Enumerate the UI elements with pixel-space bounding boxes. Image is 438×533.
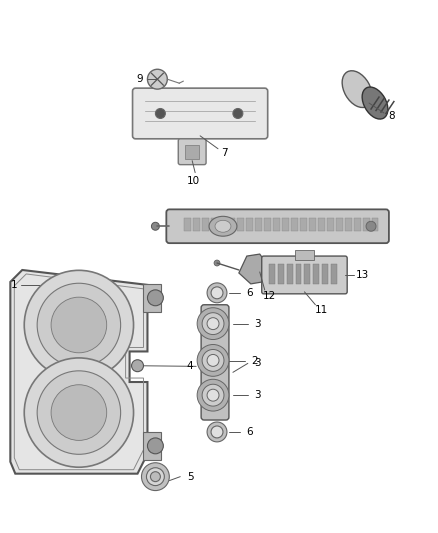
FancyBboxPatch shape — [178, 139, 206, 165]
Circle shape — [37, 371, 120, 454]
Circle shape — [207, 318, 219, 329]
Polygon shape — [11, 270, 148, 474]
Bar — [300, 219, 307, 231]
Bar — [278, 264, 283, 284]
Circle shape — [141, 463, 170, 490]
FancyBboxPatch shape — [166, 209, 389, 243]
Bar — [363, 219, 370, 231]
Circle shape — [197, 379, 229, 411]
Text: 3: 3 — [254, 390, 261, 400]
Circle shape — [233, 109, 243, 118]
Bar — [353, 219, 360, 231]
Bar — [268, 264, 275, 284]
Text: 3: 3 — [254, 319, 261, 329]
Bar — [345, 219, 352, 231]
Bar — [255, 219, 262, 231]
Bar — [304, 264, 311, 284]
Text: 12: 12 — [263, 291, 276, 301]
FancyBboxPatch shape — [201, 305, 229, 420]
Circle shape — [148, 438, 163, 454]
Bar — [237, 219, 244, 231]
Circle shape — [24, 358, 134, 467]
Bar — [371, 219, 378, 231]
Circle shape — [155, 109, 165, 118]
Bar — [309, 219, 316, 231]
Circle shape — [214, 260, 220, 266]
Circle shape — [207, 354, 219, 366]
Bar — [286, 264, 293, 284]
Circle shape — [37, 283, 120, 367]
Bar — [294, 250, 314, 260]
Bar — [264, 219, 271, 231]
Text: 3: 3 — [254, 358, 261, 368]
Text: 4: 4 — [187, 361, 194, 372]
Bar — [184, 219, 191, 231]
Circle shape — [207, 422, 227, 442]
Circle shape — [211, 287, 223, 299]
Circle shape — [366, 221, 376, 231]
Text: 7: 7 — [221, 148, 227, 158]
Bar — [229, 219, 235, 231]
Circle shape — [207, 283, 227, 303]
Bar — [322, 264, 328, 284]
Bar — [331, 264, 337, 284]
Circle shape — [51, 385, 107, 440]
Circle shape — [150, 472, 160, 482]
Text: 6: 6 — [247, 288, 253, 298]
Bar — [193, 219, 200, 231]
Ellipse shape — [362, 87, 388, 119]
Circle shape — [51, 297, 107, 353]
Ellipse shape — [342, 71, 372, 108]
Circle shape — [202, 350, 224, 372]
Bar — [282, 219, 289, 231]
Bar — [273, 219, 280, 231]
Bar — [201, 219, 208, 231]
Circle shape — [202, 313, 224, 335]
Text: 9: 9 — [136, 74, 143, 84]
Circle shape — [197, 308, 229, 340]
Circle shape — [148, 69, 167, 89]
Bar — [144, 432, 161, 460]
Text: 10: 10 — [187, 175, 200, 185]
Bar — [336, 219, 343, 231]
Circle shape — [207, 389, 219, 401]
Text: 8: 8 — [389, 111, 395, 121]
Bar — [144, 284, 161, 312]
Bar — [219, 219, 226, 231]
Ellipse shape — [215, 220, 231, 232]
Text: 5: 5 — [187, 472, 194, 482]
Bar — [291, 219, 298, 231]
Polygon shape — [239, 254, 268, 284]
Bar — [314, 264, 319, 284]
Text: 1: 1 — [11, 280, 18, 290]
Bar — [211, 219, 218, 231]
FancyBboxPatch shape — [133, 88, 268, 139]
Ellipse shape — [209, 216, 237, 236]
Bar — [318, 219, 325, 231]
Bar — [327, 219, 334, 231]
Circle shape — [211, 426, 223, 438]
Bar — [246, 219, 253, 231]
Text: 2: 2 — [251, 357, 258, 366]
Text: 13: 13 — [356, 270, 369, 280]
Circle shape — [197, 344, 229, 376]
Circle shape — [202, 384, 224, 406]
Bar — [185, 145, 199, 159]
Circle shape — [148, 290, 163, 306]
Text: 11: 11 — [315, 305, 328, 314]
Bar — [296, 264, 301, 284]
FancyBboxPatch shape — [262, 256, 347, 294]
Circle shape — [24, 270, 134, 379]
Circle shape — [146, 468, 164, 486]
Text: 6: 6 — [247, 427, 253, 437]
Circle shape — [152, 222, 159, 230]
Circle shape — [131, 360, 144, 372]
